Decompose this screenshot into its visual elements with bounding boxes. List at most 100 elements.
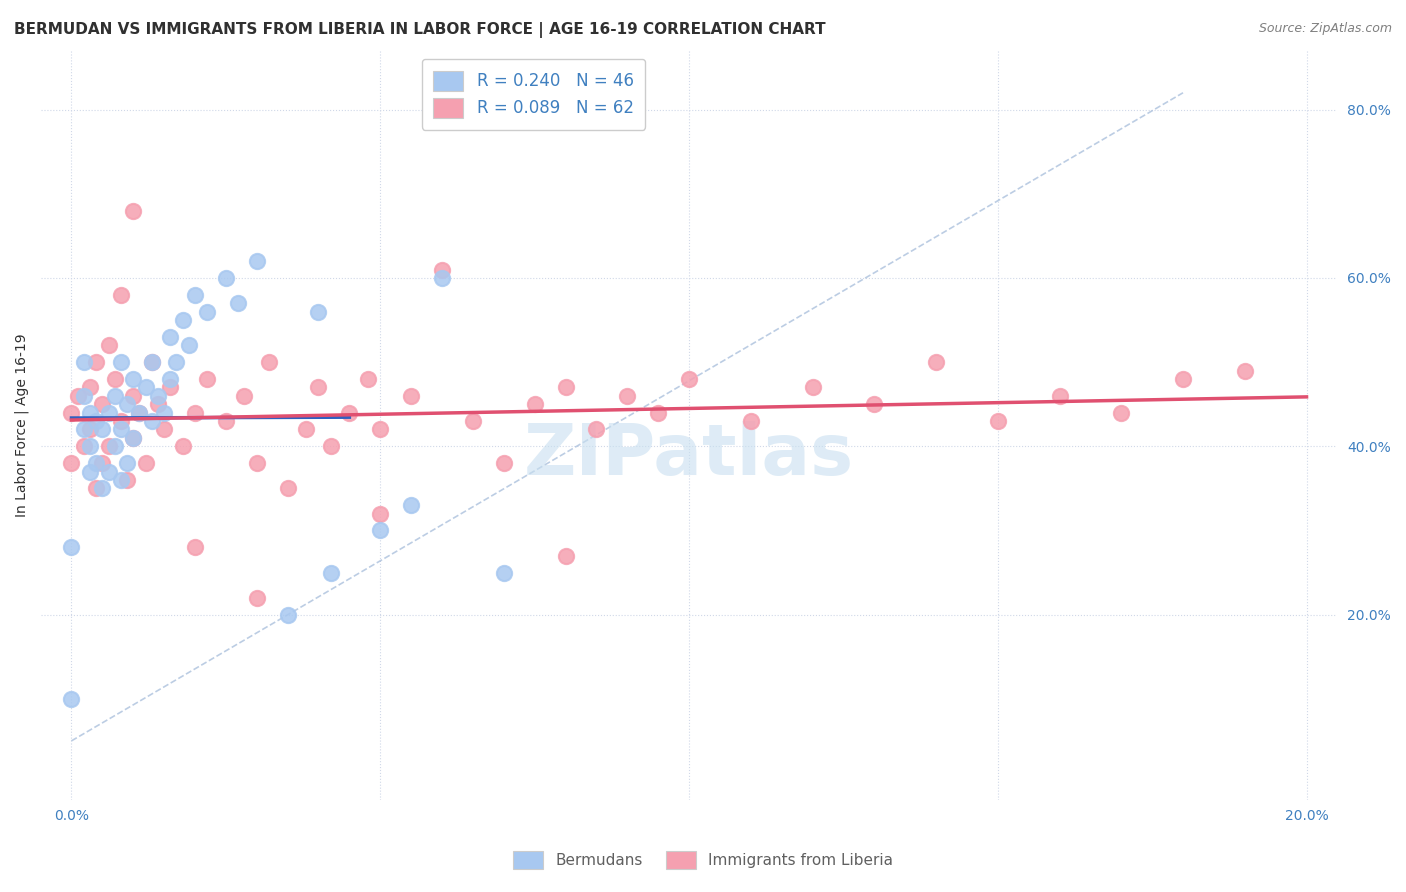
Point <box>60 541 83 555</box>
Point <box>110 355 132 369</box>
Point <box>1171 372 1194 386</box>
Point <box>357 372 380 386</box>
Point <box>257 355 280 369</box>
Point <box>146 397 169 411</box>
Point <box>1109 406 1132 420</box>
Point <box>368 507 391 521</box>
Point <box>122 431 145 445</box>
Point <box>308 380 330 394</box>
Point <box>801 380 824 394</box>
Point <box>215 414 238 428</box>
Point <box>368 524 391 538</box>
Point <box>399 389 422 403</box>
Text: Source: ZipAtlas.com: Source: ZipAtlas.com <box>1258 22 1392 36</box>
Point <box>79 380 101 394</box>
Legend: Bermudans, Immigrants from Liberia: Bermudans, Immigrants from Liberia <box>506 845 900 875</box>
Point <box>128 406 150 420</box>
Point <box>110 287 132 301</box>
Point <box>146 389 169 403</box>
Point <box>79 406 101 420</box>
Text: ZIPatlas: ZIPatlas <box>524 421 853 490</box>
Point <box>97 465 120 479</box>
Point <box>115 473 138 487</box>
Point <box>246 254 269 268</box>
Point <box>159 380 181 394</box>
Text: BERMUDAN VS IMMIGRANTS FROM LIBERIA IN LABOR FORCE | AGE 16-19 CORRELATION CHART: BERMUDAN VS IMMIGRANTS FROM LIBERIA IN L… <box>14 22 825 38</box>
Point <box>128 406 150 420</box>
Point <box>195 304 218 318</box>
Legend: R = 0.240   N = 46, R = 0.089   N = 62: R = 0.240 N = 46, R = 0.089 N = 62 <box>422 59 645 129</box>
Point <box>430 271 453 285</box>
Point <box>110 422 132 436</box>
Point <box>184 541 207 555</box>
Point <box>97 406 120 420</box>
Point <box>115 456 138 470</box>
Point <box>135 380 157 394</box>
Point <box>91 397 114 411</box>
Point <box>153 422 176 436</box>
Point <box>226 296 249 310</box>
Point <box>678 372 700 386</box>
Point <box>554 549 576 563</box>
Point <box>166 355 188 369</box>
Point <box>104 389 127 403</box>
Point <box>60 456 83 470</box>
Point <box>277 481 299 495</box>
Point <box>104 372 127 386</box>
Point <box>79 465 101 479</box>
Point <box>122 431 145 445</box>
Point <box>84 414 107 428</box>
Point <box>319 566 342 580</box>
Point <box>295 422 318 436</box>
Point <box>91 422 114 436</box>
Point <box>122 372 145 386</box>
Point <box>66 389 89 403</box>
Point <box>141 355 163 369</box>
Point <box>195 372 218 386</box>
Point <box>987 414 1010 428</box>
Point <box>110 473 132 487</box>
Point <box>616 389 638 403</box>
Point <box>122 203 145 218</box>
Point <box>159 372 181 386</box>
Point <box>122 389 145 403</box>
Point <box>233 389 256 403</box>
Point <box>79 439 101 453</box>
Point <box>308 304 330 318</box>
Point <box>73 355 96 369</box>
Point <box>60 691 83 706</box>
Point <box>740 414 762 428</box>
Point <box>97 439 120 453</box>
Point <box>399 498 422 512</box>
Point <box>104 439 127 453</box>
Point <box>172 313 194 327</box>
Point <box>84 355 107 369</box>
Point <box>153 406 176 420</box>
Point <box>492 566 515 580</box>
Point <box>554 380 576 394</box>
Point <box>97 338 120 352</box>
Point <box>319 439 342 453</box>
Point <box>84 481 107 495</box>
Point <box>91 481 114 495</box>
Point <box>73 439 96 453</box>
Point <box>184 406 207 420</box>
Point <box>159 330 181 344</box>
Point <box>337 406 360 420</box>
Point <box>1233 363 1256 377</box>
Point <box>492 456 515 470</box>
Point <box>368 422 391 436</box>
Point <box>277 607 299 622</box>
Point <box>79 422 101 436</box>
Point <box>246 591 269 605</box>
Point <box>110 414 132 428</box>
Point <box>60 406 83 420</box>
Point <box>141 355 163 369</box>
Point <box>141 414 163 428</box>
Point <box>91 456 114 470</box>
Point <box>523 397 546 411</box>
Point <box>461 414 484 428</box>
Point <box>1049 389 1071 403</box>
Point <box>863 397 886 411</box>
Point <box>647 406 669 420</box>
